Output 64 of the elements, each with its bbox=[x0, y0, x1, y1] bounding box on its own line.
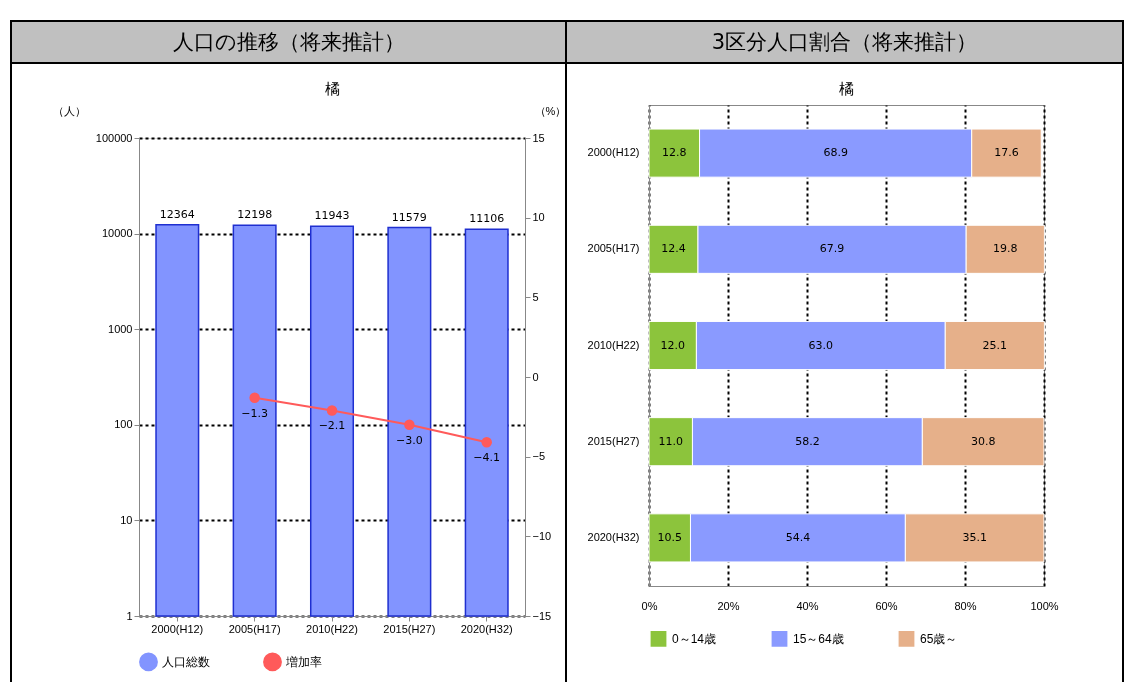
x-tick-label: 20% bbox=[717, 599, 740, 612]
data-label: 68.9 bbox=[823, 146, 848, 160]
y-tick-label: 2000(H12) bbox=[587, 146, 640, 159]
y-tick-label: 2010(H22) bbox=[587, 338, 640, 351]
data-label: 12198 bbox=[237, 208, 273, 222]
x-tick-label: 0% bbox=[641, 599, 658, 612]
data-label: 25.1 bbox=[982, 338, 1008, 352]
data-label: 12.0 bbox=[660, 338, 685, 352]
y2-tick-label: 0 bbox=[532, 370, 539, 383]
data-label: 10.5 bbox=[657, 530, 682, 544]
data-label: 35.1 bbox=[962, 530, 987, 544]
y2-tick-label: −10 bbox=[532, 529, 552, 542]
data-label: 58.2 bbox=[795, 434, 820, 448]
chart-subtitle: 橘 bbox=[324, 80, 340, 98]
x-tick-label: 2000(H12) bbox=[151, 622, 204, 635]
x-tick-label: 2020(H32) bbox=[460, 622, 513, 635]
legend-label: 15～64歳 bbox=[793, 631, 844, 646]
y-tick-label: 1 bbox=[126, 609, 133, 622]
data-label: 11943 bbox=[314, 209, 350, 223]
data-label: 11106 bbox=[469, 212, 505, 226]
data-label: 19.8 bbox=[993, 242, 1018, 256]
data-label: −2.1 bbox=[318, 419, 346, 433]
chart-title: 3区分人口割合（将来推計） bbox=[567, 22, 1122, 64]
data-label: 12364 bbox=[159, 207, 195, 221]
y2-tick-label: −15 bbox=[532, 609, 552, 622]
legend-label: 65歳～ bbox=[920, 631, 958, 646]
x-tick-label: 80% bbox=[954, 599, 977, 612]
data-label: −4.1 bbox=[473, 451, 501, 465]
y-tick-label: 2005(H17) bbox=[587, 242, 640, 255]
data-label: 12.4 bbox=[661, 242, 686, 256]
data-label: 67.9 bbox=[819, 242, 845, 256]
x-tick-label: 2005(H17) bbox=[228, 622, 281, 635]
chart-title: 人口の推移（将来推計） bbox=[12, 22, 565, 64]
y-tick-label: 100 bbox=[114, 418, 133, 431]
data-label: 30.8 bbox=[970, 434, 996, 448]
y2-tick-label: 10 bbox=[532, 211, 545, 224]
y2-tick-label: 15 bbox=[532, 131, 545, 144]
y-axis-title: （人） bbox=[53, 104, 86, 117]
y2-tick-label: 5 bbox=[532, 290, 539, 303]
x-tick-label: 2010(H22) bbox=[306, 622, 358, 635]
y2-tick-label: −5 bbox=[532, 450, 546, 463]
y-tick-label: 2020(H32) bbox=[587, 530, 640, 543]
data-label: −3.0 bbox=[396, 433, 423, 447]
legend-label: 人口総数 bbox=[162, 654, 210, 669]
data-label: 11579 bbox=[391, 210, 427, 224]
x-tick-label: 40% bbox=[796, 599, 819, 612]
y-tick-label: 10 bbox=[120, 513, 133, 526]
y-tick-label: 100000 bbox=[95, 131, 133, 144]
y-tick-label: 10000 bbox=[101, 227, 133, 240]
y-tick-label: 1000 bbox=[108, 322, 133, 335]
data-label: −1.3 bbox=[241, 406, 268, 420]
data-label: 12.8 bbox=[662, 146, 687, 160]
x-tick-label: 2015(H27) bbox=[383, 622, 436, 635]
data-label: 63.0 bbox=[808, 338, 834, 352]
y-tick-label: 2015(H27) bbox=[587, 434, 640, 447]
legend-label: 増加率 bbox=[285, 654, 322, 669]
data-label: 11.0 bbox=[658, 434, 683, 448]
x-tick-label: 60% bbox=[875, 599, 898, 612]
y2-axis-title: （%） bbox=[534, 104, 567, 117]
data-label: 54.4 bbox=[785, 530, 811, 544]
x-tick-label: 100% bbox=[1030, 599, 1059, 612]
chart-subtitle: 橘 bbox=[839, 80, 854, 98]
data-label: 17.6 bbox=[994, 146, 1019, 160]
legend-label: 0～14歳 bbox=[672, 631, 717, 646]
